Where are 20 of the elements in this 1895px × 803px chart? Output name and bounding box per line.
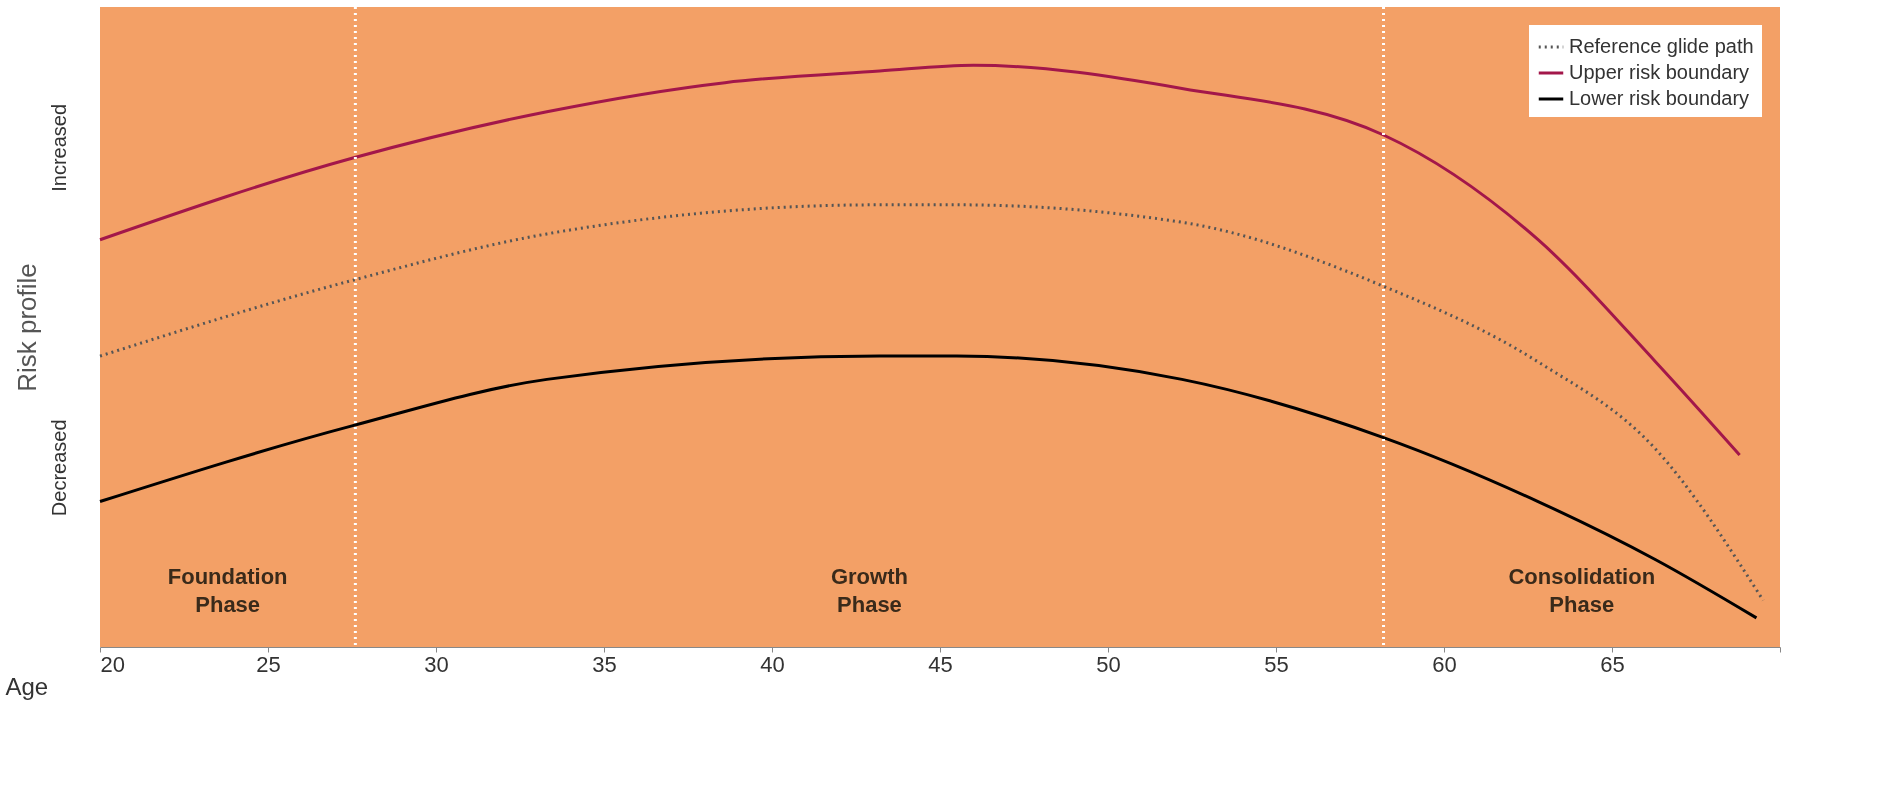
x-tick-label: 30	[424, 651, 449, 677]
x-tick-label: 60	[1432, 651, 1457, 677]
legend-label: Upper risk boundary	[1569, 61, 1750, 83]
annotation: Consolidation Phase	[1508, 564, 1656, 617]
x-axis-title: Age	[5, 672, 49, 700]
legend-label: Reference glide path	[1569, 35, 1754, 57]
x-tick-label: 40	[760, 651, 785, 677]
text: Decreased	[48, 419, 70, 517]
y-axis-title: Risk profile	[11, 263, 42, 392]
x-tick-label: 25	[256, 651, 281, 677]
x-tick-label: 45	[928, 651, 953, 677]
annotation: Growth Phase	[830, 564, 908, 617]
x-tick-label: 35	[592, 651, 617, 677]
x-tick-label: 50	[1096, 651, 1121, 677]
annotation: Foundation Phase	[167, 564, 288, 617]
text: Increased	[48, 103, 70, 192]
x-tick-label: 55	[1264, 651, 1289, 677]
x-tick-label: 65	[1600, 651, 1625, 677]
x-tick-label: 20	[100, 651, 125, 677]
legend-label: Lower risk boundary	[1569, 87, 1750, 109]
